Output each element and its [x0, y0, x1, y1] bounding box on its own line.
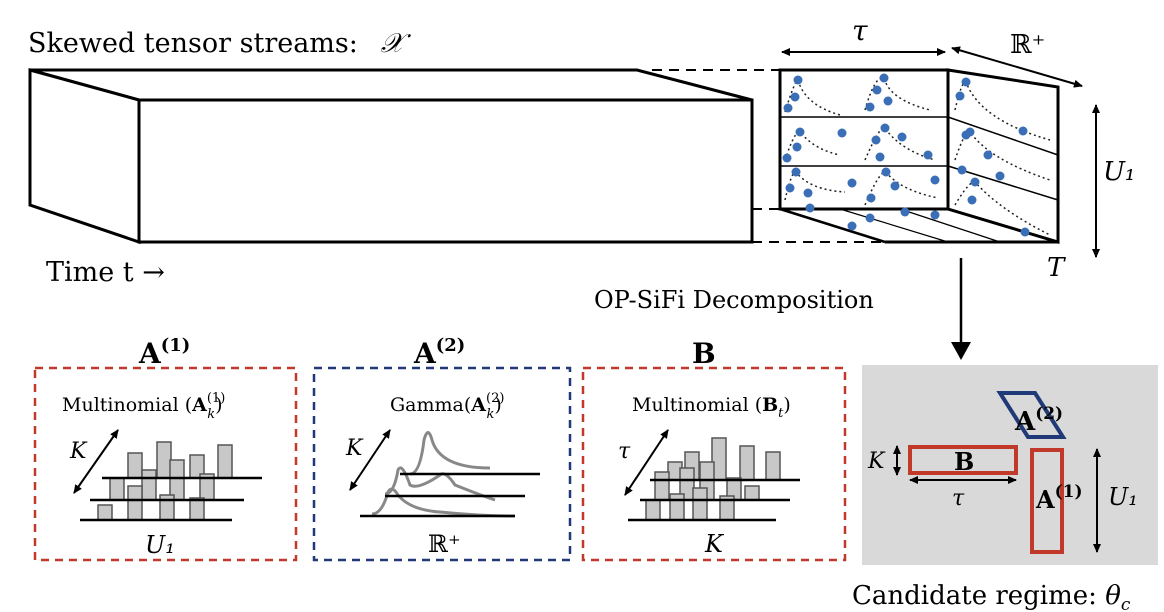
- factor-b-bottom-label: K: [704, 530, 725, 558]
- regime-u1-label: U₁: [1108, 483, 1138, 511]
- candidate-regime-panel: A(2) B A(1) K τ U₁: [862, 365, 1158, 565]
- factor-a1-bottom-label: U₁: [145, 531, 175, 559]
- regime-tau-label: τ: [952, 486, 965, 511]
- cube-tau-label: τ: [852, 14, 868, 47]
- factor-a1-side-label: K: [69, 439, 88, 464]
- regime-b-block: [908, 445, 1018, 475]
- time-axis-label: Time t →: [46, 257, 165, 288]
- factor-b-title: B: [692, 337, 716, 370]
- factor-a1-distribution: Multinomial (A(1) k): [62, 391, 225, 422]
- factor-a1: A(1) Multinomial (A(1) k) K U₁: [33, 335, 298, 562]
- factor-a2-distribution: Gamma(A(2) k): [390, 391, 504, 422]
- factor-a1-border: [33, 366, 298, 562]
- factor-b: B Multinomial (Bt) τ K: [581, 337, 847, 562]
- prism-connector-lines: [652, 69, 885, 243]
- factor-b-border: [581, 366, 847, 562]
- regime-b-label: B: [954, 447, 974, 476]
- cube-dimension-arrows: [781, 46, 1100, 258]
- regime-caption: Candidate regime: θc: [852, 581, 1131, 612]
- factor-a2-side-label: K: [345, 436, 364, 461]
- data-cube: [778, 68, 1060, 245]
- regime-k-label: K: [867, 449, 886, 474]
- regime-a1-block: [1030, 448, 1064, 554]
- factor-a2: A(2) Gamma(A(2) k) K ℝ⁺: [312, 335, 572, 562]
- factor-a2-title: A(2): [413, 335, 465, 370]
- factor-b-distribution: Multinomial (Bt): [632, 394, 791, 421]
- header-title: Skewed tensor streams: 𝒳: [28, 28, 411, 59]
- cube-u1-label: U₁: [1103, 157, 1135, 187]
- tensor-stream-prism: [28, 68, 754, 245]
- factor-a2-bottom-label: ℝ⁺: [428, 530, 461, 558]
- factor-b-side-label: τ: [618, 439, 631, 464]
- cube-t-label: T: [1047, 253, 1066, 283]
- cube-rplus-label: ℝ⁺: [1010, 30, 1045, 60]
- factor-a2-border: [312, 366, 572, 562]
- regime-a2-block: [996, 391, 1067, 439]
- decomposition-label: OP-SiFi Decomposition: [594, 286, 874, 314]
- factor-a1-title: A(1): [138, 335, 190, 370]
